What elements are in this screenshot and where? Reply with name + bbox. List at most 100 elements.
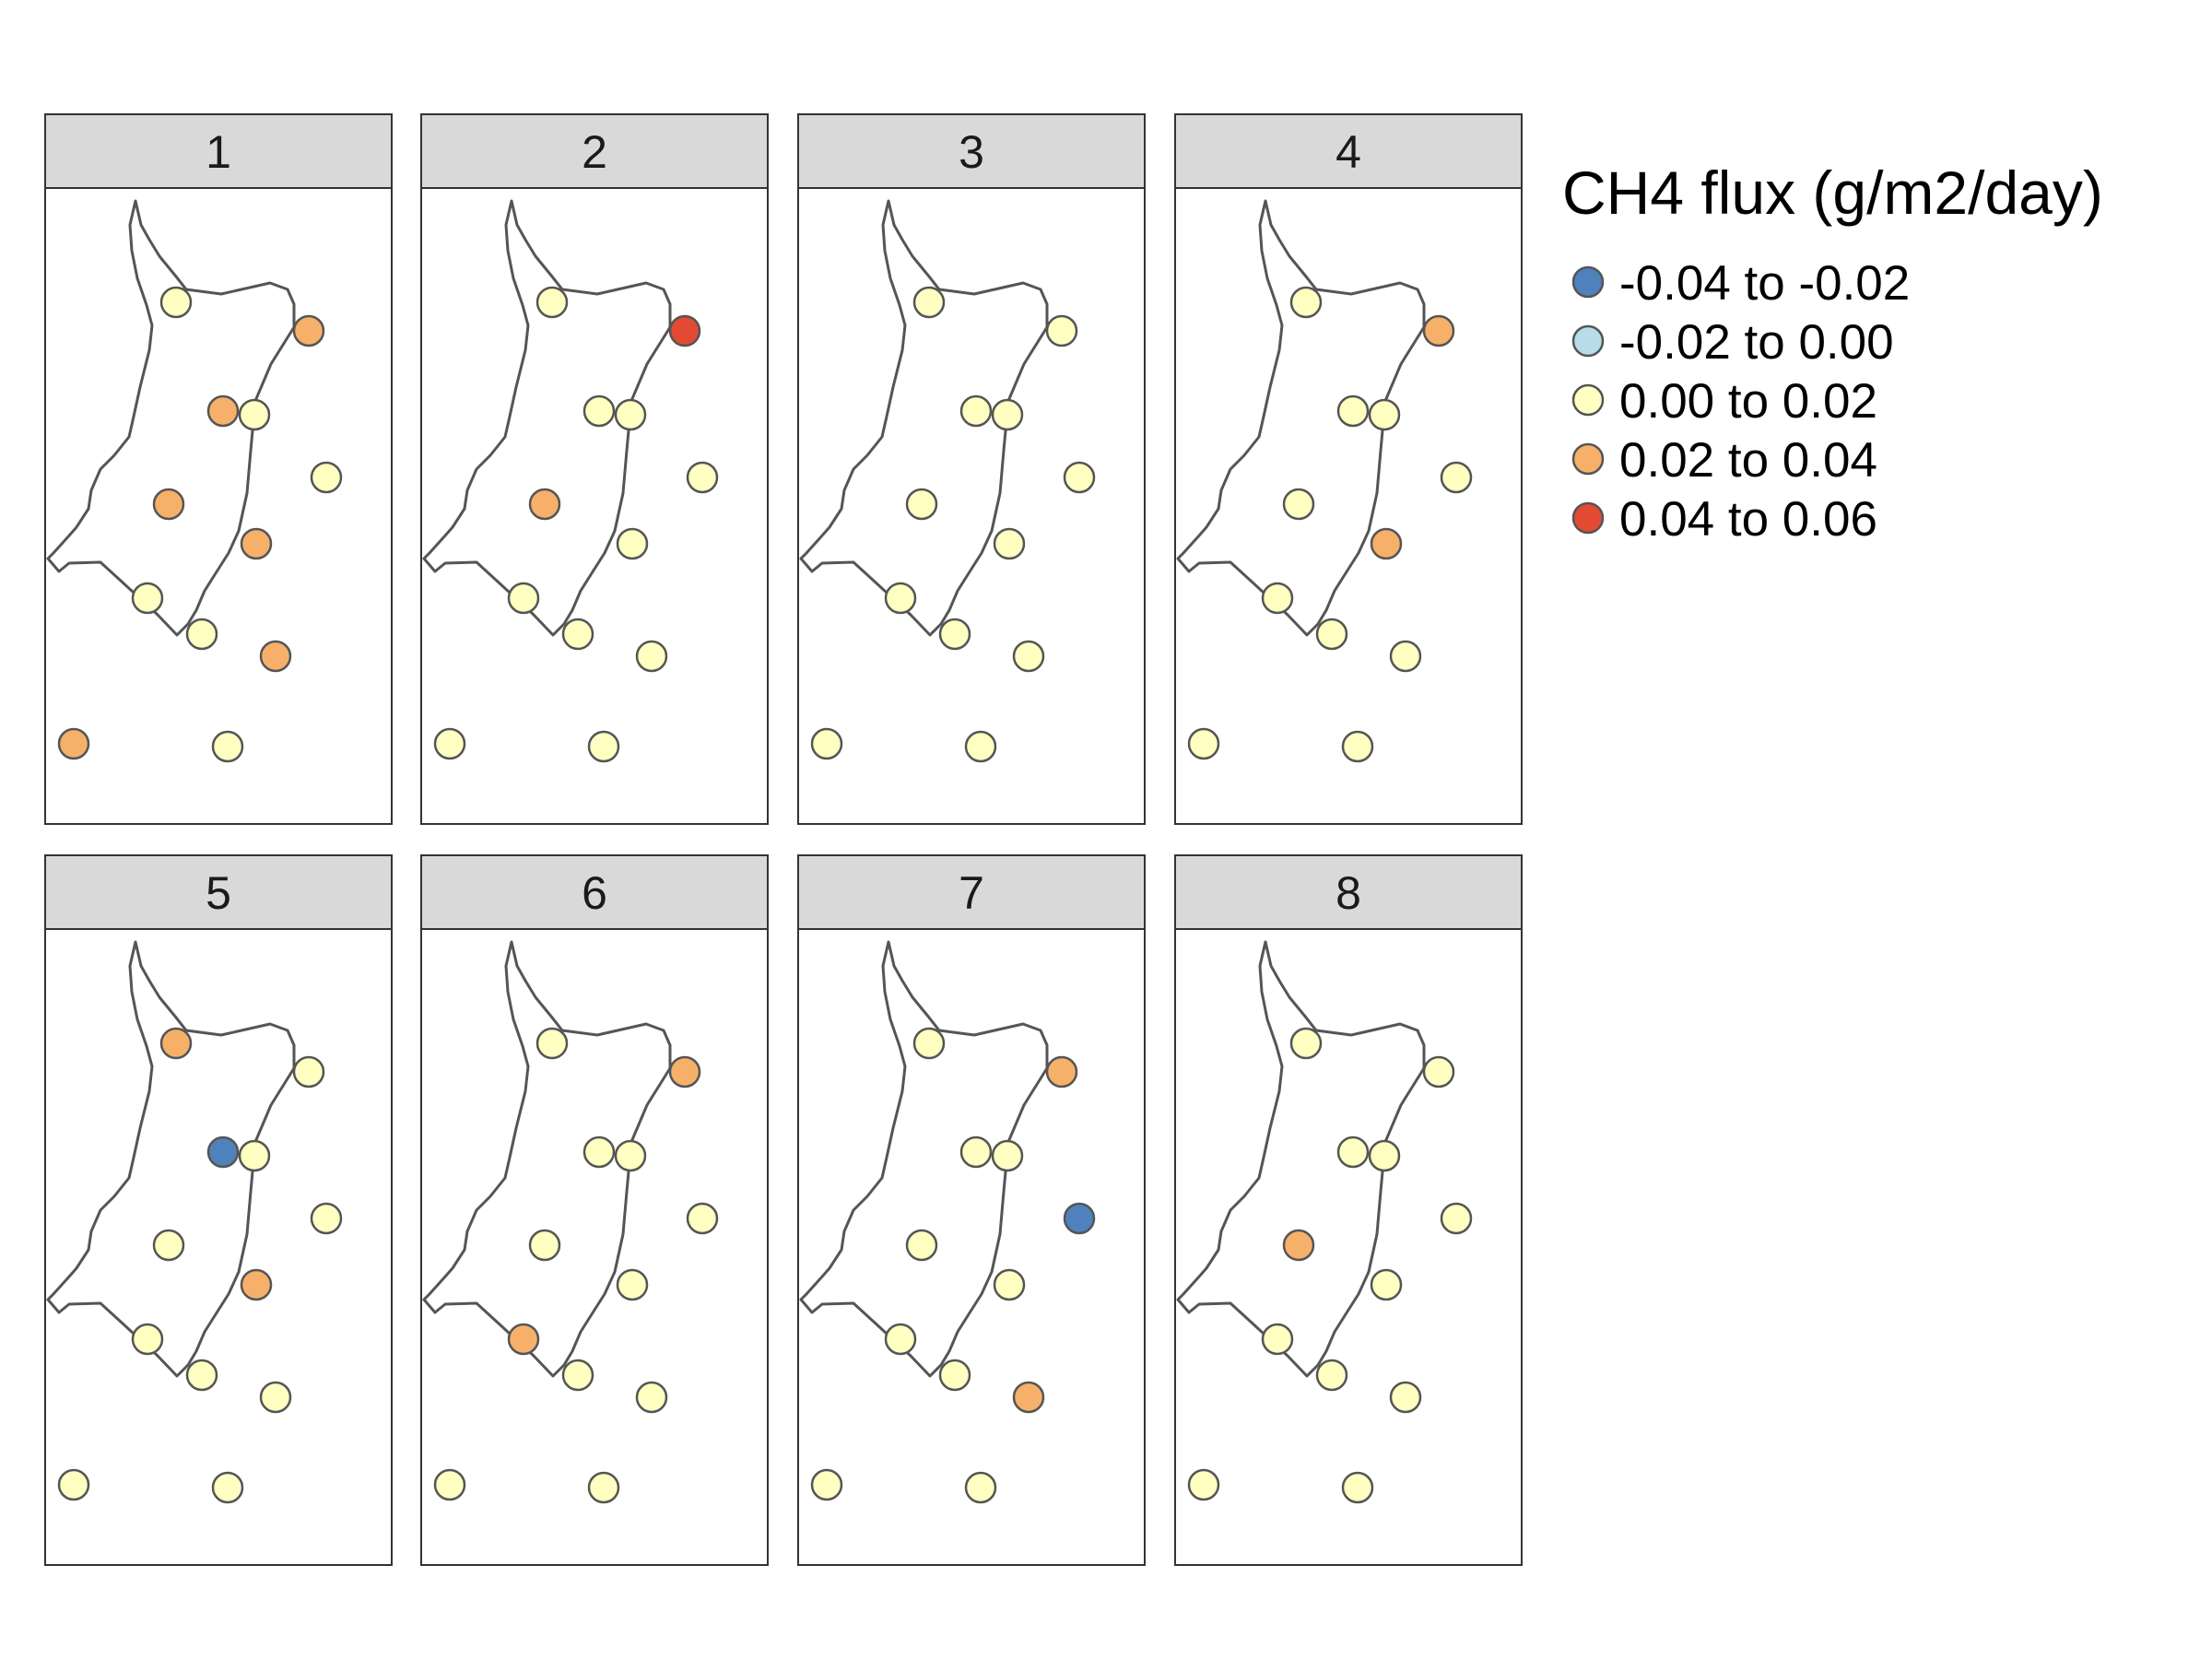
flux-site-marker — [507, 582, 540, 615]
flux-site-marker — [152, 1229, 185, 1262]
lake-outline — [799, 940, 1049, 1378]
flux-site-marker — [1389, 1381, 1422, 1414]
flux-site-marker — [1422, 314, 1455, 347]
flux-site-marker — [185, 618, 218, 651]
legend-label: 0.04 to 0.06 — [1619, 492, 1877, 547]
panel-label: 3 — [959, 126, 984, 178]
flux-site-marker — [1368, 398, 1401, 431]
flux-site-marker — [810, 1468, 843, 1501]
panel-border — [1174, 187, 1523, 825]
legend-item: 0.02 to 0.04 — [1571, 433, 1877, 488]
flux-site-marker — [535, 286, 569, 319]
flux-site-marker — [292, 1055, 325, 1088]
flux-site-marker — [616, 527, 649, 560]
flux-site-marker — [635, 640, 668, 673]
flux-site-marker — [614, 1139, 647, 1172]
flux-site-marker — [211, 730, 244, 763]
strip-background — [420, 113, 769, 189]
legend-title: CH4 flux (g/m2/day) — [1562, 159, 2103, 227]
flux-site-marker — [507, 1323, 540, 1356]
flux-site-marker — [292, 314, 325, 347]
flux-site-marker — [310, 1202, 343, 1235]
flux-site-marker — [535, 1027, 569, 1060]
lake-outline — [46, 940, 296, 1378]
flux-site-marker — [206, 1135, 240, 1169]
flux-site-marker — [1368, 1139, 1401, 1172]
flux-site-marker — [1289, 286, 1323, 319]
panel-8: 8 — [1174, 854, 1523, 1566]
flux-site-marker — [810, 727, 843, 760]
flux-site-marker — [686, 1202, 719, 1235]
lake-outline — [799, 199, 1049, 637]
legend-item: 0.00 to 0.02 — [1571, 374, 1877, 429]
flux-site-marker — [57, 1468, 90, 1501]
flux-site-marker — [884, 582, 917, 615]
panel-2: 2 — [420, 113, 769, 825]
flux-site-marker — [1045, 1055, 1078, 1088]
flux-site-marker — [240, 1268, 273, 1301]
flux-site-marker — [259, 640, 292, 673]
legend-swatch — [1571, 501, 1605, 535]
flux-site-marker — [259, 1381, 292, 1414]
strip-background — [44, 854, 393, 930]
flux-site-marker — [1261, 1323, 1294, 1356]
lake-outline — [422, 940, 672, 1378]
strip-background — [797, 854, 1146, 930]
flux-site-marker — [240, 527, 273, 560]
flux-site-marker — [964, 730, 997, 763]
legend-label: 0.00 to 0.02 — [1619, 374, 1877, 429]
flux-site-marker — [614, 398, 647, 431]
flux-site-marker — [561, 618, 594, 651]
panel-3: 3 — [797, 113, 1146, 825]
panel-border — [1174, 928, 1523, 1566]
panel-label: 7 — [959, 867, 984, 919]
flux-site-marker — [582, 394, 616, 428]
flux-site-marker — [1315, 1359, 1348, 1392]
flux-site-marker — [528, 1229, 561, 1262]
legend: CH4 flux (g/m2/day) -0.04 to -0.02-0.02 … — [1562, 159, 2103, 547]
flux-site-marker — [905, 488, 938, 521]
flux-site-marker — [912, 286, 946, 319]
flux-site-marker — [1422, 1055, 1455, 1088]
flux-site-marker — [1440, 461, 1473, 494]
strip-background — [420, 854, 769, 930]
flux-site-marker — [206, 394, 240, 428]
flux-site-marker — [211, 1471, 244, 1504]
panel-7: 7 — [797, 854, 1146, 1566]
flux-site-marker — [993, 1268, 1026, 1301]
flux-site-marker — [912, 1027, 946, 1060]
flux-site-marker — [1341, 1471, 1374, 1504]
lake-outline — [422, 199, 672, 637]
legend-label: -0.04 to -0.02 — [1619, 256, 1910, 311]
flux-site-marker — [582, 1135, 616, 1169]
flux-site-marker — [238, 398, 271, 431]
panel-border — [420, 187, 769, 825]
panel-map — [797, 187, 1146, 825]
flux-site-marker — [1261, 582, 1294, 615]
flux-site-marker — [1336, 1135, 1370, 1169]
flux-site-marker — [131, 582, 164, 615]
flux-site-marker — [686, 461, 719, 494]
panel-border — [420, 928, 769, 1566]
legend-label: 0.02 to 0.04 — [1619, 433, 1877, 488]
flux-site-marker — [1289, 1027, 1323, 1060]
flux-site-marker — [1282, 1229, 1315, 1262]
flux-site-marker — [1440, 1202, 1473, 1235]
flux-site-marker — [1370, 527, 1403, 560]
flux-site-marker — [1370, 1268, 1403, 1301]
panel-label: 8 — [1335, 867, 1361, 919]
flux-site-marker — [433, 1468, 466, 1501]
flux-site-marker — [1282, 488, 1315, 521]
legend-item: 0.04 to 0.06 — [1571, 492, 1877, 547]
panel-border — [44, 187, 393, 825]
panel-border — [797, 928, 1146, 1566]
flux-site-marker — [1389, 640, 1422, 673]
flux-site-marker — [938, 1359, 971, 1392]
flux-site-marker — [668, 314, 701, 347]
flux-site-marker — [159, 286, 193, 319]
flux-site-marker — [1012, 1381, 1045, 1414]
flux-site-marker — [310, 461, 343, 494]
flux-site-marker — [635, 1381, 668, 1414]
flux-site-marker — [1187, 1468, 1220, 1501]
flux-site-marker — [991, 398, 1024, 431]
